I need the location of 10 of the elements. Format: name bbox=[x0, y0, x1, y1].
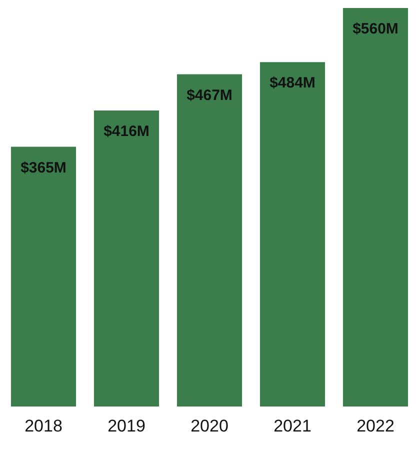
x-tick-label: 2021 bbox=[274, 416, 312, 436]
data-label: $560M bbox=[352, 20, 398, 38]
x-tick-label: 2019 bbox=[108, 416, 146, 436]
x-tick-label: 2022 bbox=[356, 416, 394, 436]
data-label: $467M bbox=[186, 86, 232, 104]
data-label: $416M bbox=[104, 123, 150, 140]
data-label: $484M bbox=[270, 74, 316, 92]
x-tick-label: 2020 bbox=[190, 416, 228, 436]
data-label: $365M bbox=[20, 159, 66, 176]
x-tick-label: 2018 bbox=[24, 416, 62, 436]
